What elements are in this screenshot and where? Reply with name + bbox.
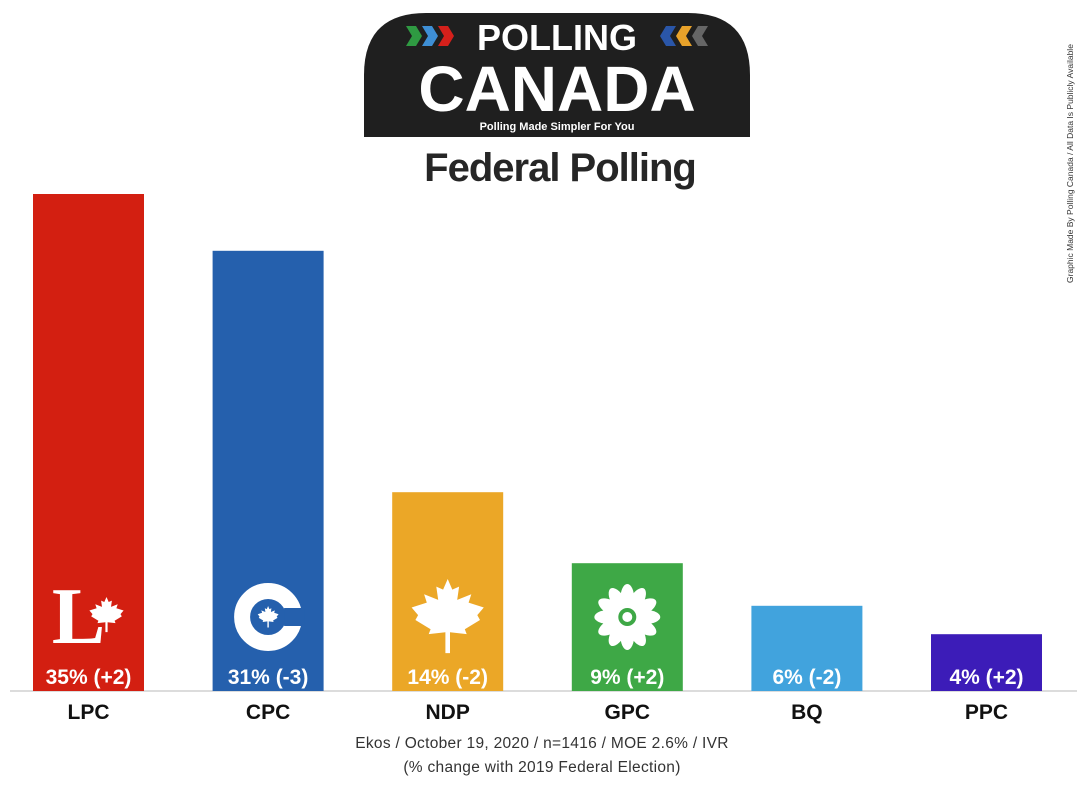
logo-line1: POLLING (477, 17, 637, 58)
tick-label-ppc: PPC (965, 701, 1008, 724)
polling-canada-logo: POLLING CANADA Polling Made Simpler For … (364, 13, 750, 137)
data-label-ppc: 4% (+2) (949, 666, 1023, 689)
tick-label-lpc: LPC (68, 701, 110, 724)
bar-ppc (931, 634, 1042, 691)
maple-leaf-icon (411, 579, 484, 654)
chart-title: Federal Polling (424, 146, 697, 190)
tick-label-ndp: NDP (426, 701, 470, 724)
arrows-left-icon (406, 26, 454, 46)
logo-tagline: Polling Made Simpler For You (480, 121, 635, 133)
liberal-logo-icon: L (52, 573, 124, 661)
footer-note: (% change with 2019 Federal Election) (403, 759, 681, 776)
tick-label-bq: BQ (791, 701, 823, 724)
green-flower-icon (594, 584, 661, 650)
data-label-gpc: 9% (+2) (590, 666, 664, 689)
bar-bq (751, 605, 863, 691)
data-label-cpc: 31% (-3) (228, 666, 309, 689)
arrows-right-icon (660, 26, 708, 46)
logo-line2: CANADA (418, 53, 695, 125)
conservative-logo-icon (234, 583, 305, 651)
tick-label-gpc: GPC (605, 701, 651, 724)
data-label-bq: 6% (-2) (772, 666, 841, 689)
tick-label-cpc: CPC (246, 701, 290, 724)
data-label-ndp: 14% (-2) (407, 666, 488, 689)
data-label-lpc: 35% (+2) (46, 666, 132, 689)
bar-lpc (33, 194, 144, 691)
footer-source: Ekos / October 19, 2020 / n=1416 / MOE 2… (355, 735, 729, 752)
